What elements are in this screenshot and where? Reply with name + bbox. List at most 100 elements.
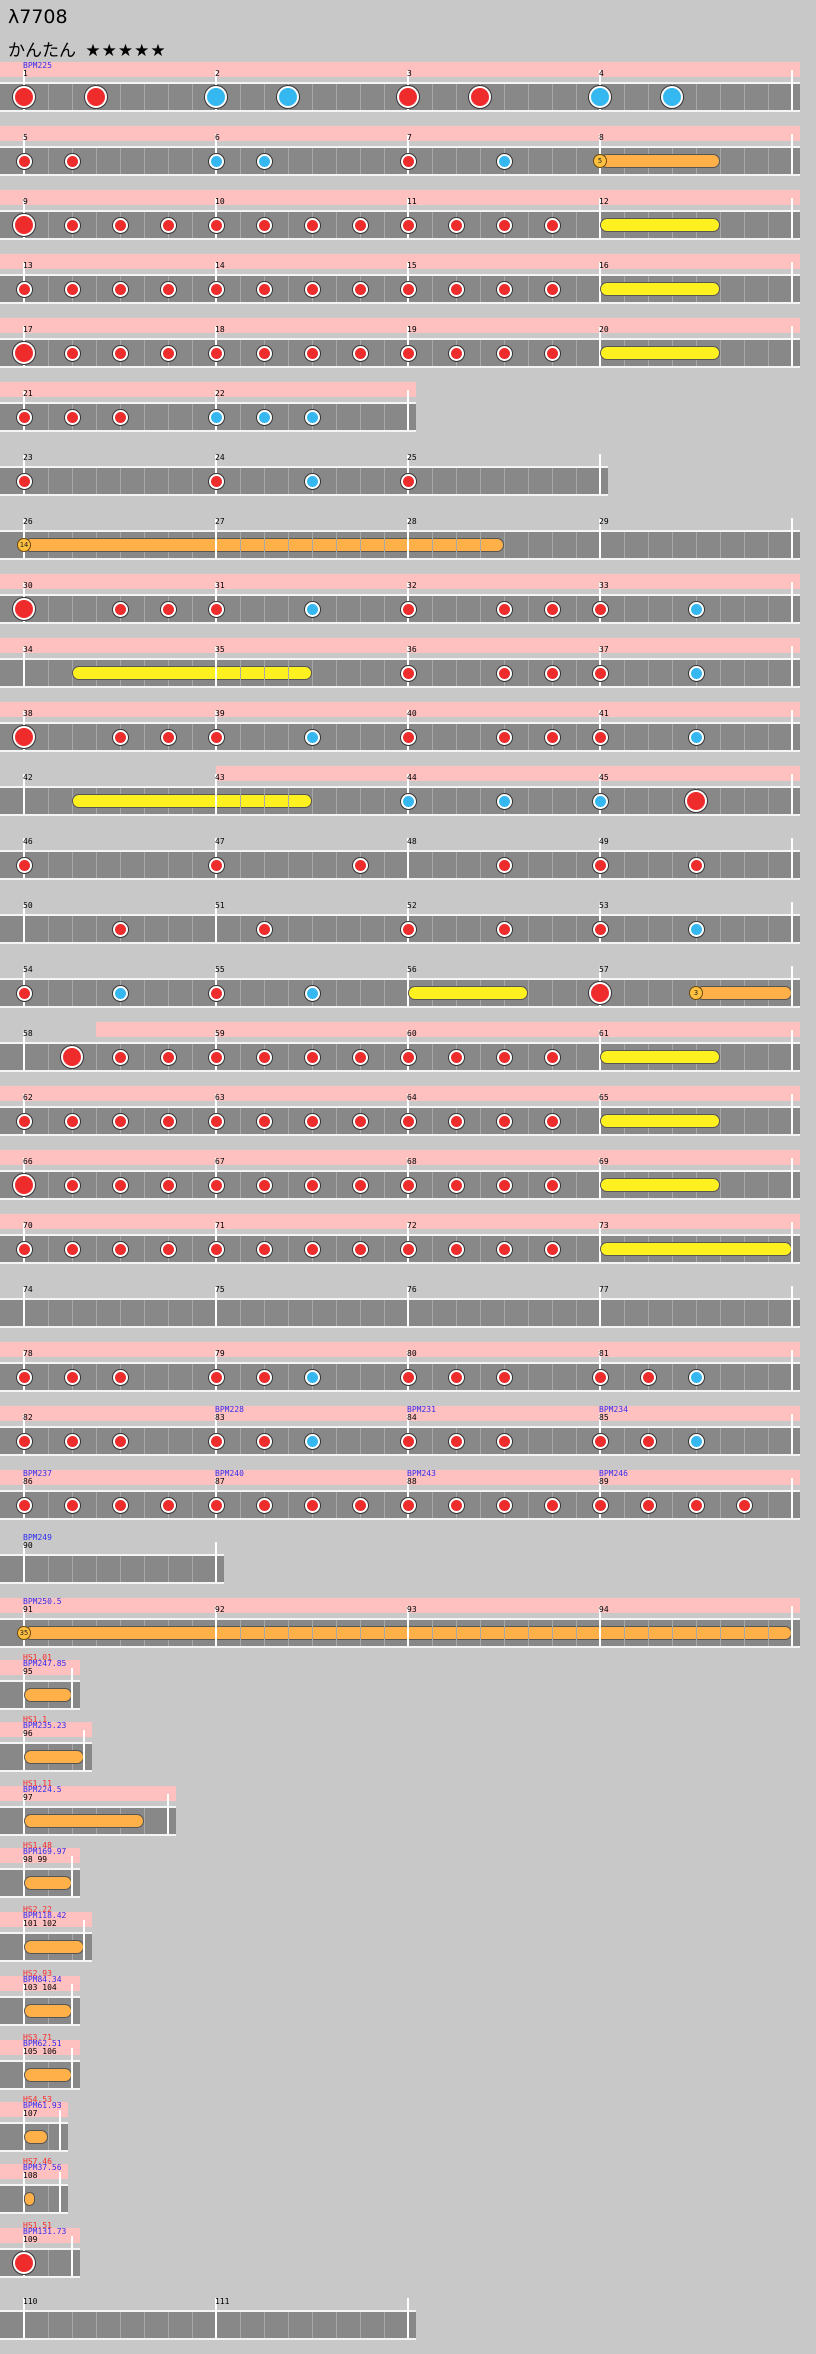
don-note [352, 857, 368, 873]
don-note [592, 1369, 608, 1385]
measure-number: 85 [599, 1413, 609, 1422]
gridline [144, 1108, 145, 1134]
ka-note [304, 601, 320, 617]
gridline [384, 1428, 385, 1454]
don-note [16, 473, 32, 489]
gridline [360, 84, 361, 110]
gridline [96, 596, 97, 622]
gridline [264, 2312, 265, 2338]
chart-row: 95 BPM247.85 HS1.01 [0, 1654, 80, 1724]
measure-number: 28 [407, 517, 417, 526]
gridline [384, 1236, 385, 1262]
measure-number: 39 [215, 709, 225, 718]
note-lane [0, 1286, 800, 1328]
gridline [192, 724, 193, 750]
note-lane [0, 1794, 176, 1836]
measure-number: 19 [407, 325, 417, 334]
gridline [576, 468, 577, 494]
measure-number: 57 [599, 965, 609, 974]
gridline [744, 532, 745, 558]
note-lane [0, 1222, 800, 1264]
scroll-speed-marker: HS7.46 [23, 2157, 52, 2166]
chart-row: 78 79 80 81 [0, 1342, 800, 1406]
gridline [144, 340, 145, 366]
gridline [744, 1364, 745, 1390]
don-note [448, 1433, 464, 1449]
ka-note [256, 409, 272, 425]
measure-number: 81 [599, 1349, 609, 1358]
gridline [48, 2186, 49, 2212]
don-note [208, 1241, 224, 1257]
gridline [240, 468, 241, 494]
gridline [576, 660, 577, 686]
note-lane: 35 [0, 1606, 800, 1648]
gridline [48, 1044, 49, 1070]
gridline [264, 468, 265, 494]
gridline [384, 1108, 385, 1134]
gridline [528, 212, 529, 238]
gridline [744, 84, 745, 110]
gridline [48, 1236, 49, 1262]
bpm-marker: BPM247.85 [23, 1659, 67, 1668]
gogo-band [0, 2040, 80, 2055]
gridline [144, 212, 145, 238]
measure-number: 108 [23, 2171, 38, 2180]
gridline [528, 1108, 529, 1134]
note-lane [0, 902, 800, 944]
gridline [744, 1044, 745, 1070]
gridline [648, 596, 649, 622]
gridline [48, 980, 49, 1006]
gridline [576, 1300, 577, 1326]
don-note [352, 217, 368, 233]
don-note [496, 1049, 512, 1065]
measure-number: 9 [23, 197, 28, 206]
gridline [552, 468, 553, 494]
measure-number: 36 [407, 645, 417, 654]
measure-number: 77 [599, 1285, 609, 1294]
measure-number: 66 [23, 1157, 33, 1166]
don-note [496, 281, 512, 297]
don-note [208, 1049, 224, 1065]
don-note [400, 601, 416, 617]
gogo-band [0, 1342, 800, 1357]
barline [23, 1286, 25, 1326]
gridline [288, 1044, 289, 1070]
gridline [744, 148, 745, 174]
measure-number: 51 [215, 901, 225, 910]
gridline [720, 148, 721, 174]
don-note [16, 1497, 32, 1513]
note-lane: 3 [0, 966, 800, 1008]
barline [71, 1984, 73, 2024]
gridline [528, 596, 529, 622]
gridline [144, 2312, 145, 2338]
measure-number: 25 [407, 453, 417, 462]
barline [59, 2110, 61, 2150]
gogo-band [0, 1848, 80, 1863]
don-note [352, 1177, 368, 1193]
gridline [576, 916, 577, 942]
gridline [552, 980, 553, 1006]
barline [23, 646, 25, 686]
measure-number: 96 [23, 1729, 33, 1738]
gridline [264, 596, 265, 622]
don-note [256, 345, 272, 361]
note-lane: 14 [0, 518, 800, 560]
barline [407, 2298, 409, 2338]
gridline [336, 1428, 337, 1454]
ka-note [304, 409, 320, 425]
gridline [240, 1300, 241, 1326]
gridline [552, 916, 553, 942]
gridline [384, 980, 385, 1006]
gridline [432, 148, 433, 174]
measure-number: 31 [215, 581, 225, 590]
barline [215, 1542, 217, 1582]
don-note [64, 409, 80, 425]
gridline [168, 1428, 169, 1454]
measure-number: 88 [407, 1477, 417, 1486]
barline [215, 902, 217, 942]
gridline [384, 1620, 385, 1646]
gogo-band [0, 1086, 800, 1101]
gridline [672, 1364, 673, 1390]
gridline [144, 1172, 145, 1198]
ka-note [304, 473, 320, 489]
